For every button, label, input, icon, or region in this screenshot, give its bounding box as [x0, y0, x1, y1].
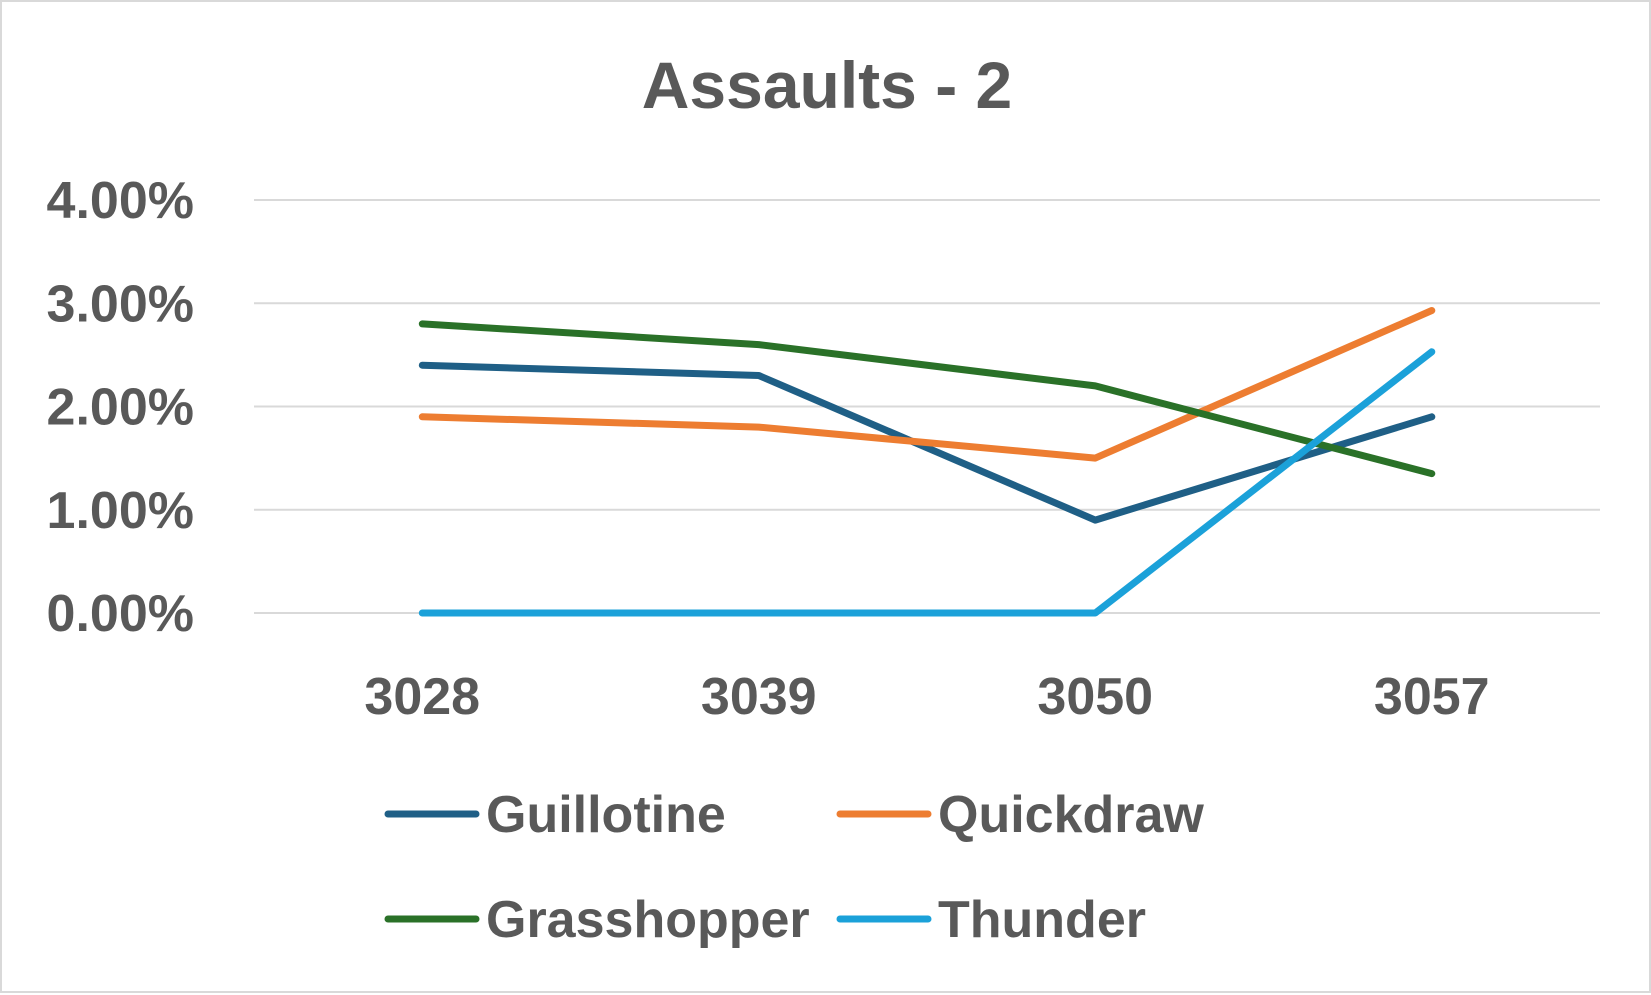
gridlines	[254, 199, 1600, 614]
y-axis-tick-labels: 0.00% 1.00% 2.00% 3.00% 4.00%	[47, 172, 194, 643]
x-tick-label: 3050	[1037, 668, 1153, 726]
legend-item-guillotine: Guillotine	[384, 786, 726, 844]
series-line-thunder	[418, 348, 1436, 617]
x-axis-tick-labels: 3028 3039 3050 3057	[364, 668, 1489, 726]
series-line-quickdraw	[418, 307, 1436, 462]
legend-label: Quickdraw	[938, 786, 1204, 844]
x-tick-label: 3057	[1374, 668, 1490, 726]
x-tick-label: 3028	[364, 668, 480, 726]
legend-item-grasshopper: Grasshopper	[384, 891, 810, 949]
series-line-guillotine	[418, 361, 1436, 524]
y-tick-label: 1.00%	[47, 482, 194, 540]
chart-title: Assaults - 2	[642, 48, 1012, 122]
legend-item-quickdraw: Quickdraw	[836, 786, 1204, 844]
legend-label: Grasshopper	[486, 891, 810, 949]
y-tick-label: 4.00%	[47, 172, 194, 230]
series-lines	[418, 307, 1436, 617]
series-line-grasshopper	[418, 320, 1436, 478]
legend-item-thunder: Thunder	[836, 891, 1146, 949]
y-tick-label: 2.00%	[47, 379, 194, 437]
y-tick-label: 0.00%	[47, 585, 194, 643]
legend-label: Guillotine	[486, 786, 726, 844]
y-tick-label: 3.00%	[47, 275, 194, 333]
x-tick-label: 3039	[701, 668, 817, 726]
legend-label: Thunder	[938, 891, 1146, 949]
legend: Guillotine Quickdraw Grasshopper Thunder	[384, 786, 1204, 949]
